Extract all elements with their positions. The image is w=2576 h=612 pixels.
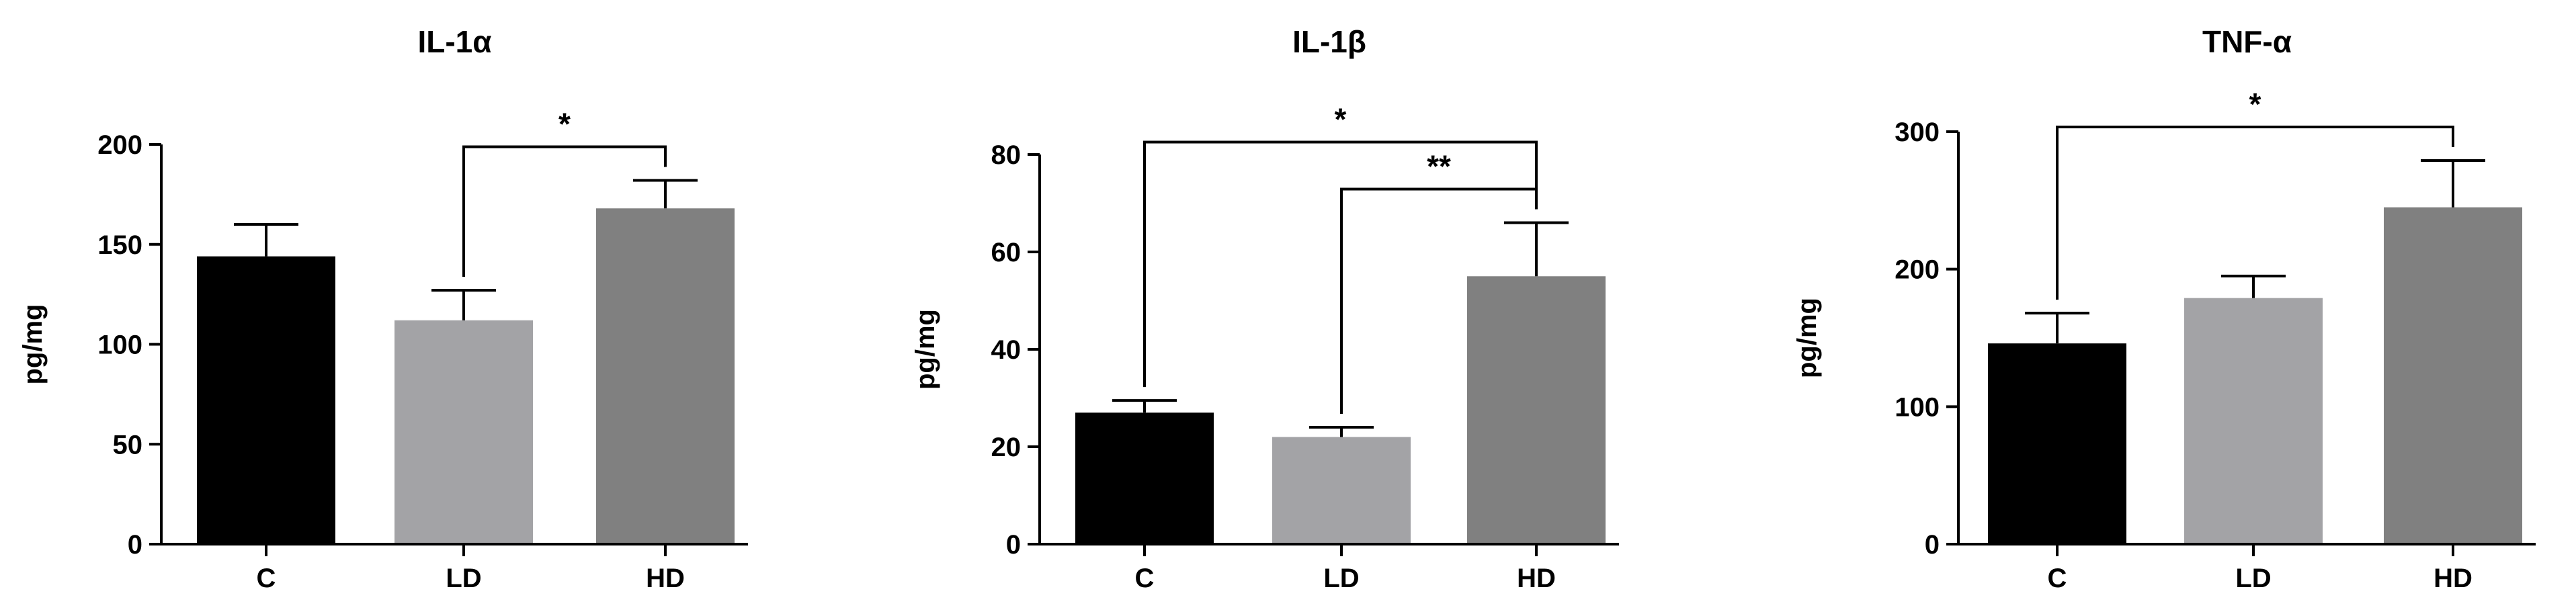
- chart-title: TNF-α: [2202, 24, 2292, 59]
- bar-C: [1988, 343, 2126, 544]
- x-tick-label: HD: [646, 564, 685, 593]
- y-tick-label: 20: [991, 433, 1022, 462]
- y-tick-label: 0: [1006, 530, 1021, 560]
- x-tick-label: LD: [2235, 564, 2271, 593]
- y-tick-label: 0: [1925, 530, 1940, 560]
- significance-label: *: [2249, 87, 2261, 122]
- y-axis-label: pg/mg: [18, 304, 48, 385]
- chart-title: IL-1α: [417, 24, 491, 59]
- y-tick-label: 300: [1895, 118, 1940, 147]
- significance-label: **: [1427, 149, 1451, 184]
- significance-label: *: [558, 107, 571, 142]
- y-tick-label: 80: [991, 140, 1022, 170]
- chart-panel-1: IL-1α pg/mg C LD HD 0 50 100 150 200 *: [18, 24, 748, 593]
- y-tick-label: 150: [97, 230, 142, 260]
- significance-bracket: [2056, 125, 2454, 300]
- y-tick-label: 60: [991, 238, 1022, 267]
- x-tick-label: C: [257, 564, 276, 593]
- y-tick-label: 50: [113, 430, 143, 460]
- x-tick-label: HD: [2434, 564, 2473, 593]
- y-axis-label: pg/mg: [1792, 298, 1822, 378]
- y-tick-label: 200: [97, 130, 142, 160]
- y-tick-label: 200: [1895, 255, 1940, 285]
- bar-C: [197, 256, 335, 544]
- significance-label: *: [1335, 102, 1347, 137]
- bar-LD: [394, 320, 533, 544]
- x-tick-label: C: [2048, 564, 2067, 593]
- x-tick-label: HD: [1517, 564, 1556, 593]
- y-tick-label: 100: [1895, 392, 1940, 422]
- x-tick-label: LD: [446, 564, 481, 593]
- bar-LD: [1272, 437, 1411, 544]
- y-tick-label: 100: [97, 331, 142, 360]
- chart-panel-3: TNF-α pg/mg C LD HD 0 100 200 300 *: [1792, 24, 2536, 593]
- bar-LD: [2184, 298, 2323, 544]
- x-tick-label: LD: [1323, 564, 1359, 593]
- bar-HD: [1467, 276, 1606, 544]
- y-axis-label: pg/mg: [911, 309, 940, 390]
- y-tick-label: 0: [128, 530, 142, 560]
- significance-bracket: [1143, 140, 1538, 388]
- bar-HD: [596, 208, 735, 544]
- y-tick-label: 40: [991, 335, 1022, 365]
- bar-HD: [2384, 207, 2522, 544]
- x-tick-label: C: [1135, 564, 1155, 593]
- significance-bracket: [462, 145, 667, 277]
- bar-C: [1075, 412, 1214, 544]
- chart-title: IL-1β: [1292, 24, 1366, 59]
